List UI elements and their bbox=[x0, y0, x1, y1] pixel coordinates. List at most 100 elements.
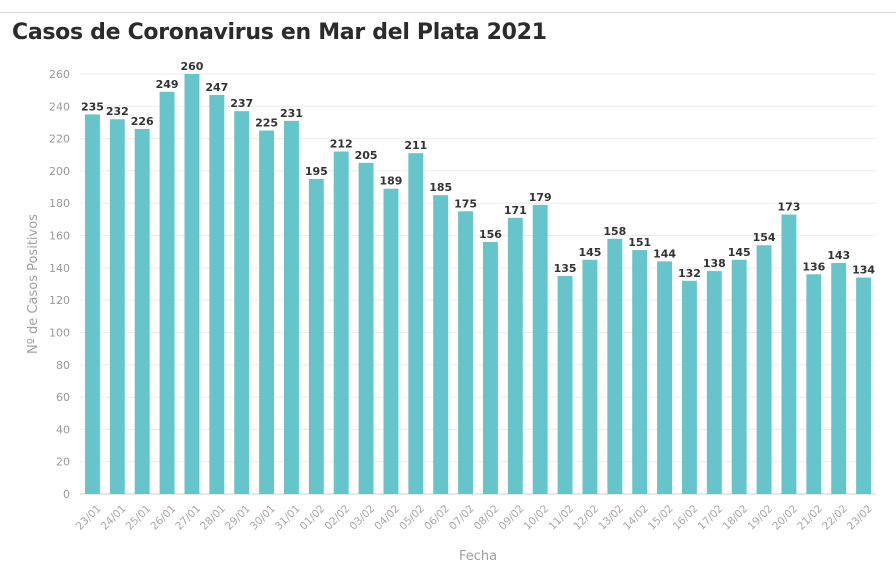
data-label: 151 bbox=[628, 236, 651, 249]
x-tick-label: 25/01 bbox=[124, 503, 154, 533]
data-label: 237 bbox=[230, 97, 253, 110]
data-label: 136 bbox=[802, 260, 825, 273]
bar[interactable] bbox=[84, 114, 100, 494]
y-tick-label: 220 bbox=[49, 133, 70, 146]
x-tick-labels: 23/0124/0125/0126/0127/0128/0129/0130/01… bbox=[74, 503, 875, 533]
bar[interactable] bbox=[557, 275, 573, 494]
x-tick-label: 29/01 bbox=[223, 503, 253, 533]
data-label: 189 bbox=[379, 175, 402, 188]
y-tick-label: 140 bbox=[49, 262, 70, 275]
data-label: 231 bbox=[280, 107, 303, 120]
bar[interactable] bbox=[134, 128, 150, 494]
x-tick-label: 08/02 bbox=[472, 503, 502, 533]
x-tick-label: 28/01 bbox=[198, 503, 228, 533]
data-label: 185 bbox=[429, 181, 452, 194]
y-tick-label: 80 bbox=[56, 359, 70, 372]
bar[interactable] bbox=[458, 211, 474, 495]
bar[interactable] bbox=[831, 263, 847, 494]
bars bbox=[84, 74, 872, 495]
bar[interactable] bbox=[234, 111, 250, 495]
bar[interactable] bbox=[756, 245, 772, 494]
data-label: 145 bbox=[578, 246, 601, 259]
x-tick-label: 24/01 bbox=[99, 503, 129, 533]
y-tick-label: 20 bbox=[56, 456, 70, 469]
data-label: 260 bbox=[180, 60, 203, 73]
bar[interactable] bbox=[657, 261, 673, 494]
x-tick-label: 10/02 bbox=[522, 503, 552, 533]
bar[interactable] bbox=[532, 204, 548, 494]
x-tick-label: 07/02 bbox=[447, 503, 477, 533]
bar[interactable] bbox=[259, 130, 275, 495]
bar[interactable] bbox=[209, 95, 225, 494]
data-label: 158 bbox=[603, 225, 626, 238]
bar[interactable] bbox=[856, 277, 872, 494]
bar[interactable] bbox=[184, 74, 200, 494]
data-label: 179 bbox=[529, 191, 552, 204]
data-label: 154 bbox=[753, 231, 776, 244]
data-label: 175 bbox=[454, 197, 477, 210]
x-tick-label: 23/02 bbox=[845, 503, 875, 533]
data-label: 225 bbox=[255, 117, 278, 130]
data-label: 171 bbox=[504, 204, 527, 217]
data-label: 132 bbox=[678, 267, 701, 280]
data-label: 195 bbox=[305, 165, 328, 178]
bar[interactable] bbox=[632, 250, 648, 494]
top-divider bbox=[0, 12, 896, 13]
bar[interactable] bbox=[358, 162, 374, 494]
x-tick-label: 11/02 bbox=[546, 503, 576, 533]
bar[interactable] bbox=[681, 280, 697, 494]
y-tick-label: 160 bbox=[49, 230, 70, 243]
data-label: 138 bbox=[703, 257, 726, 270]
bar[interactable] bbox=[781, 214, 797, 495]
bar[interactable] bbox=[283, 120, 299, 494]
x-tick-label: 18/02 bbox=[721, 503, 751, 533]
bar[interactable] bbox=[308, 179, 324, 494]
data-label: 143 bbox=[827, 249, 850, 262]
bar[interactable] bbox=[706, 271, 722, 494]
x-tick-label: 14/02 bbox=[621, 503, 651, 533]
x-tick-label: 13/02 bbox=[596, 503, 626, 533]
x-tick-label: 26/01 bbox=[148, 503, 178, 533]
x-tick-label: 15/02 bbox=[646, 503, 676, 533]
x-tick-label: 03/02 bbox=[347, 503, 377, 533]
y-tick-label: 120 bbox=[49, 294, 70, 307]
y-tick-label: 40 bbox=[56, 423, 70, 436]
y-tick-label: 240 bbox=[49, 100, 70, 113]
data-label: 211 bbox=[404, 139, 427, 152]
x-tick-label: 01/02 bbox=[298, 503, 328, 533]
data-label: 145 bbox=[728, 246, 751, 259]
x-tick-label: 02/02 bbox=[323, 503, 353, 533]
y-tick-label: 260 bbox=[49, 68, 70, 81]
bar[interactable] bbox=[482, 242, 498, 494]
x-tick-label: 05/02 bbox=[397, 503, 427, 533]
data-label: 156 bbox=[479, 228, 502, 241]
data-label: 232 bbox=[106, 105, 129, 118]
bar[interactable] bbox=[607, 238, 623, 494]
bar[interactable] bbox=[159, 91, 175, 495]
data-label: 235 bbox=[81, 100, 104, 113]
x-tick-label: 22/02 bbox=[820, 503, 850, 533]
bar[interactable] bbox=[582, 259, 598, 494]
bar[interactable] bbox=[109, 119, 125, 494]
bar[interactable] bbox=[333, 151, 349, 495]
y-tick-label: 60 bbox=[56, 391, 70, 404]
bar[interactable] bbox=[383, 188, 399, 494]
x-tick-label: 19/02 bbox=[745, 503, 775, 533]
bar[interactable] bbox=[408, 153, 424, 494]
y-tick-label: 200 bbox=[49, 165, 70, 178]
y-axis-title: Nº de Casos Positivos bbox=[26, 214, 41, 354]
x-tick-label: 17/02 bbox=[696, 503, 726, 533]
bar[interactable] bbox=[731, 259, 747, 494]
bar[interactable] bbox=[507, 217, 523, 494]
bar[interactable] bbox=[433, 195, 449, 494]
x-tick-label: 16/02 bbox=[671, 503, 701, 533]
data-label: 249 bbox=[156, 78, 179, 91]
x-tick-label: 31/01 bbox=[273, 503, 303, 533]
bar[interactable] bbox=[806, 274, 822, 494]
x-tick-label: 09/02 bbox=[497, 503, 527, 533]
data-label: 135 bbox=[554, 262, 577, 275]
x-tick-label: 30/01 bbox=[248, 503, 278, 533]
data-label: 173 bbox=[777, 201, 800, 214]
